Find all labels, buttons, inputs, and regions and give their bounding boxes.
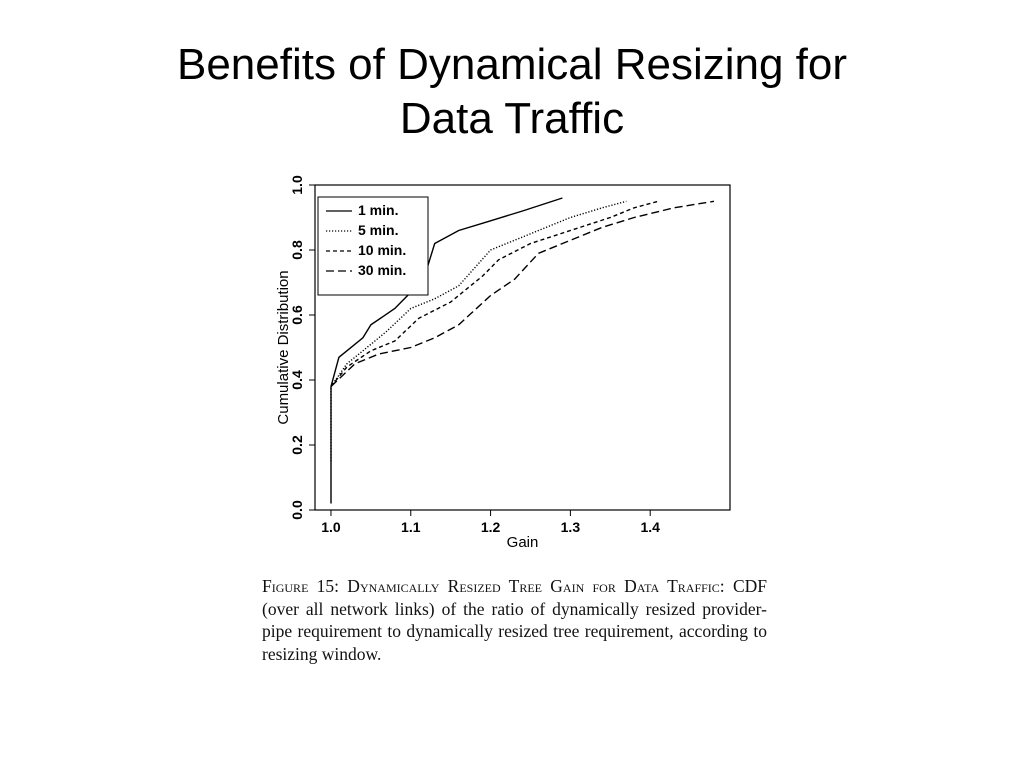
x-tick-label: 1.4 [640,519,660,535]
slide-title-line-1: Benefits of Dynamical Resizing for [176,40,848,89]
legend-label-4: 30 min. [358,262,406,278]
y-tick-label: 0.2 [289,435,305,455]
legend-label-1: 1 min. [358,202,398,218]
legend-box [317,196,429,296]
series-line-3 [330,200,659,387]
figure-caption: Figure 15: Dynamically Resized Tree Gain… [262,575,767,665]
legend-label-3: 10 min. [358,242,406,258]
x-axis-label: Gain [507,534,539,551]
slide-title-line-2: Data Traffic [399,94,625,143]
x-tick-label: 1.2 [481,519,501,535]
series-line-1 [330,197,563,504]
legend-label-2: 5 min. [358,222,398,238]
y-tick-label: 0.4 [289,370,305,390]
slide-title: Benefits of Dynamical Resizing for Data … [0,38,1024,146]
caption-body: CDF (over all network links) of the rati… [262,576,767,664]
y-tick-label: 0.0 [289,500,305,520]
y-tick-label: 0.6 [289,305,305,325]
y-axis-label: Cumulative Distribution [275,270,292,424]
x-tick-label: 1.1 [401,519,421,535]
caption-lead: Figure 15: Dynamically Resized Tree Gain… [262,576,725,596]
cdf-chart: 1.0 1.1 1.2 1.3 1.4 0.0 0.2 0.4 0.6 0.8 1.0 1 min… [275,175,731,551]
x-tick-label: 1.0 [321,519,341,535]
x-tick-label: 1.3 [561,519,581,535]
y-tick-label: 1.0 [289,175,305,195]
y-tick-label: 0.8 [289,240,305,260]
series-line-4 [330,200,715,388]
plot-frame [314,184,731,511]
